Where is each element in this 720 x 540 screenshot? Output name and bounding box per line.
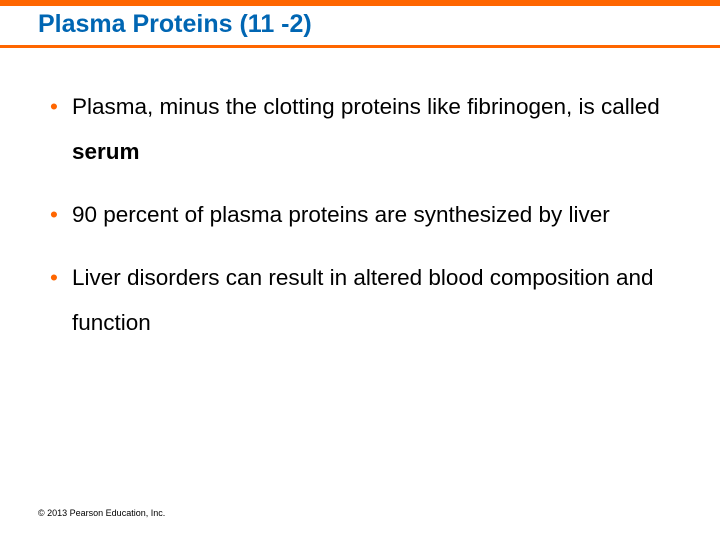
bullet-dot-icon: • xyxy=(50,84,58,129)
bullet-dot-icon: • xyxy=(50,255,58,300)
bullet-text-pre: Liver disorders can result in altered bl… xyxy=(72,265,654,335)
bullet-list: • Plasma, minus the clotting proteins li… xyxy=(48,84,680,345)
slide-title: Plasma Proteins (11 -2) xyxy=(38,10,720,39)
bullet-text-bold: serum xyxy=(72,139,140,164)
bullet-text-pre: Plasma, minus the clotting proteins like… xyxy=(72,94,660,119)
copyright-footer: © 2013 Pearson Education, Inc. xyxy=(38,508,165,518)
bullet-dot-icon: • xyxy=(50,192,58,237)
bullet-text-pre: 90 percent of plasma proteins are synthe… xyxy=(72,202,610,227)
bullet-item: • Liver disorders can result in altered … xyxy=(48,255,680,345)
bullet-item: • 90 percent of plasma proteins are synt… xyxy=(48,192,680,237)
content-region: • Plasma, minus the clotting proteins li… xyxy=(0,48,720,345)
slide: Plasma Proteins (11 -2) • Plasma, minus … xyxy=(0,0,720,540)
title-region: Plasma Proteins (11 -2) xyxy=(0,6,720,45)
bullet-item: • Plasma, minus the clotting proteins li… xyxy=(48,84,680,174)
